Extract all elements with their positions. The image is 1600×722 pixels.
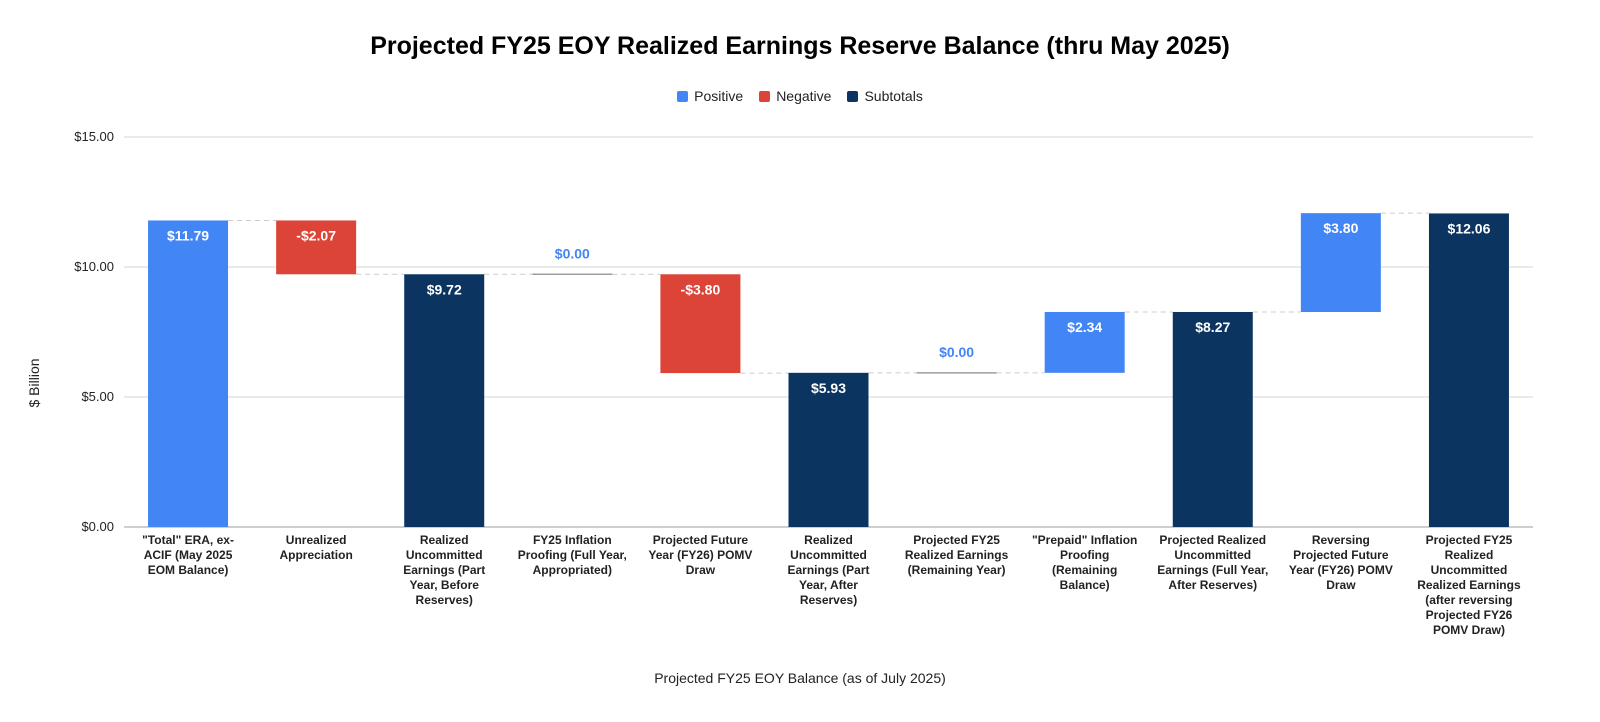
data-label: $0.00 [939,344,974,360]
data-label: $3.80 [1323,220,1358,236]
data-label: -$2.07 [296,227,336,243]
legend-item-subtotals: Subtotals [847,88,923,104]
legend-swatch-subtotals [847,90,859,102]
x-axis-label: Projected FY25 EOY Balance (as of July 2… [654,670,946,686]
legend: Positive Negative Subtotals [0,88,1600,104]
data-label: $0.00 [555,245,590,261]
bar [660,274,741,374]
bar [1300,213,1381,312]
legend-label-negative: Negative [776,88,832,104]
x-tick-label: Projected FY25 Realized Uncommitted Realize… [1417,533,1521,637]
data-label: $2.34 [1067,319,1102,335]
legend-item-negative: Negative [759,88,831,104]
bar [788,372,869,527]
x-tick-label: "Total" ERA, ex-ACIF (May 2025 EOM Balanc… [142,533,234,577]
x-tick-label: Realized Uncommitted Earnings (Part Year, A… [787,533,869,607]
y-tick-label: $10.00 [74,259,114,274]
x-tick-label: Reversing Projected Future Year (FY26) POM… [1289,533,1393,592]
x-tick-label: Realized Uncommitted Earnings (Part Year, B… [403,533,485,607]
x-tick-label: Projected Realized Uncommitted Earnings (F… [1157,533,1268,592]
data-label: -$3.80 [681,281,721,297]
x-tick-label: FY25 Inflation Proofing (Full Year, Approp… [518,533,627,577]
legend-swatch-positive [677,90,689,102]
legend-label-subtotals: Subtotals [864,88,923,104]
x-tick-label: Projected Future Year (FY26) POMV Draw [648,533,752,577]
x-tick-label: Unrealized Appreciation [279,533,352,562]
bar [148,220,229,527]
x-tick-label: "Prepaid" Inflation Proofing (Remaining Bal… [1032,533,1137,592]
data-label: $9.72 [427,281,462,297]
data-label: $11.79 [167,227,209,243]
data-label: $5.93 [811,380,846,396]
y-tick-label: $15.00 [74,129,114,144]
bar [1428,213,1509,527]
bar [404,274,485,527]
y-tick-label: $5.00 [81,389,114,404]
y-tick-label: $0.00 [81,519,114,534]
data-label: $12.06 [1448,220,1491,236]
legend-item-positive: Positive [677,88,743,104]
legend-swatch-negative [759,90,771,102]
data-label: $8.27 [1195,319,1230,335]
x-tick-label: Projected FY25 Realized Earnings (Remainin… [905,533,1009,577]
chart-title: Projected FY25 EOY Realized Earnings Res… [370,32,1230,60]
legend-label-positive: Positive [694,88,744,104]
bar [1044,311,1125,373]
bar [276,220,357,275]
bar [1172,311,1253,527]
